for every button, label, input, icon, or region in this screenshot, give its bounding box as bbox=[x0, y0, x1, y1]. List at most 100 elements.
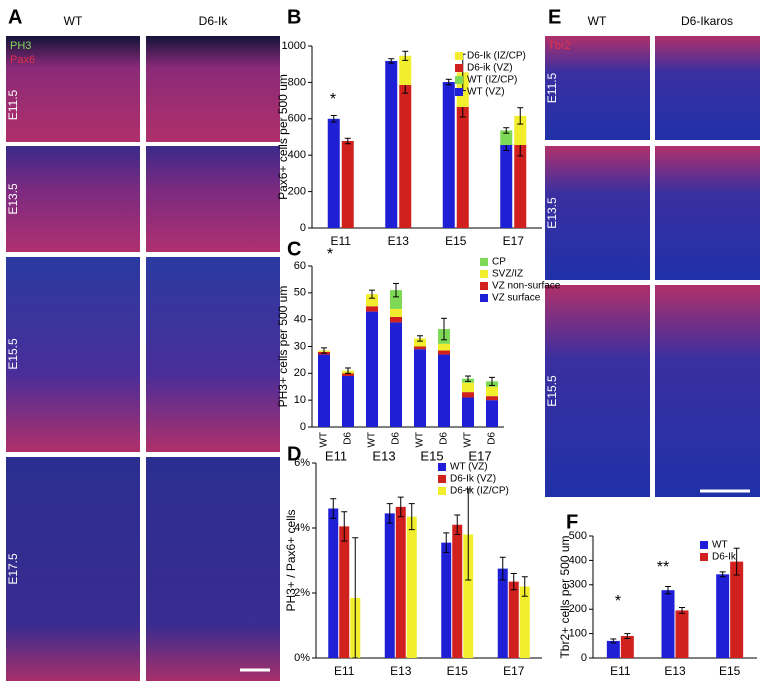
image bbox=[545, 285, 650, 497]
bar bbox=[442, 82, 455, 228]
bar bbox=[366, 306, 378, 312]
legend-label: D6-Ik (IZ/CP) bbox=[467, 51, 526, 62]
y-tick-label: 20 bbox=[294, 367, 306, 379]
x-group-label: E11 bbox=[325, 448, 347, 463]
error-bar bbox=[341, 511, 348, 542]
image bbox=[545, 36, 650, 140]
legend-swatch bbox=[480, 282, 488, 290]
y-axis-label: Tbr2+ cells per 500 um bbox=[558, 535, 572, 658]
bar bbox=[463, 534, 474, 658]
error-bar bbox=[445, 78, 452, 86]
panel-e-images bbox=[545, 36, 760, 497]
error-bar bbox=[465, 488, 472, 581]
legend-label: WT (VZ) bbox=[450, 462, 488, 473]
error-bar bbox=[733, 547, 740, 576]
error-bar bbox=[489, 376, 495, 386]
error-bar bbox=[344, 137, 351, 145]
y-tick-label: 0 bbox=[300, 421, 306, 433]
y-tick-label: 0% bbox=[294, 652, 310, 664]
bar bbox=[395, 506, 406, 658]
row-label: E11.5 bbox=[545, 72, 559, 103]
bar bbox=[390, 316, 402, 323]
legend-swatch bbox=[438, 463, 446, 471]
marker-label: Pax6 bbox=[10, 54, 35, 66]
bar bbox=[508, 581, 519, 658]
y-tick-label: 40 bbox=[294, 314, 306, 326]
legend-label: VZ non-surface bbox=[492, 281, 561, 292]
y-tick-label: 0 bbox=[300, 222, 306, 234]
bar bbox=[414, 346, 426, 350]
bar bbox=[318, 354, 330, 427]
x-group-label: E15 bbox=[420, 448, 443, 463]
bar bbox=[661, 590, 675, 658]
bar bbox=[519, 586, 530, 658]
y-tick-label: 500 bbox=[569, 530, 587, 542]
legend-label: WT (IZ/CP) bbox=[467, 75, 517, 86]
legend-label: SVZ/IZ bbox=[492, 269, 523, 280]
bar bbox=[486, 400, 498, 427]
error-bar bbox=[517, 107, 524, 125]
bar bbox=[327, 118, 340, 228]
row-label: E15.5 bbox=[6, 338, 20, 370]
bar bbox=[414, 349, 426, 427]
x-sub-label: D6 bbox=[391, 432, 402, 445]
error-bar bbox=[330, 498, 337, 519]
y-tick-label: 60 bbox=[294, 260, 306, 272]
error-bar bbox=[402, 50, 409, 61]
image bbox=[146, 257, 280, 452]
image bbox=[146, 457, 280, 681]
legend-label: D6-Ik (IZ/CP) bbox=[450, 486, 509, 497]
error-bar bbox=[345, 367, 351, 374]
image bbox=[655, 146, 760, 280]
x-tick-label: E13 bbox=[664, 664, 686, 678]
bar bbox=[384, 513, 395, 658]
y-tick-label: 4% bbox=[294, 522, 310, 534]
error-bar bbox=[499, 556, 506, 581]
bar bbox=[500, 145, 513, 228]
error-bar bbox=[665, 586, 671, 595]
legend-label: CP bbox=[492, 257, 506, 268]
panel-label: E bbox=[548, 6, 561, 28]
legend-swatch bbox=[480, 258, 488, 266]
bar bbox=[385, 60, 398, 229]
image bbox=[6, 36, 140, 142]
bar bbox=[390, 290, 402, 309]
bar bbox=[399, 55, 412, 85]
bar bbox=[406, 516, 417, 658]
bar bbox=[414, 338, 426, 347]
bar bbox=[438, 350, 450, 355]
bar bbox=[500, 130, 513, 146]
bar bbox=[730, 561, 744, 658]
bar bbox=[497, 568, 508, 658]
y-tick-label: 2% bbox=[294, 587, 310, 599]
row-label: E17.5 bbox=[6, 553, 20, 585]
image bbox=[655, 285, 760, 497]
row-label: E15.5 bbox=[545, 375, 559, 407]
panel-label: D bbox=[287, 443, 301, 465]
image bbox=[545, 146, 650, 280]
panel-label: C bbox=[287, 238, 301, 260]
x-sub-label: D6 bbox=[343, 432, 354, 445]
column-label: WT bbox=[64, 14, 83, 28]
legend-label: WT bbox=[712, 540, 728, 551]
y-tick-label: 200 bbox=[288, 186, 306, 198]
legend-swatch bbox=[455, 76, 463, 84]
marker-label: Tbr2 bbox=[548, 40, 571, 52]
bar bbox=[462, 397, 474, 427]
bar bbox=[438, 354, 450, 427]
bar bbox=[456, 106, 469, 228]
legend-swatch bbox=[438, 487, 446, 495]
bar bbox=[399, 84, 412, 228]
y-tick-label: 6% bbox=[294, 457, 310, 469]
error-bar bbox=[321, 347, 327, 354]
annotation: * bbox=[330, 91, 336, 108]
y-tick-label: 100 bbox=[569, 628, 587, 640]
row-label: E13.5 bbox=[6, 183, 20, 215]
y-tick-label: 200 bbox=[569, 603, 587, 615]
bar bbox=[716, 574, 730, 658]
y-tick-label: 10 bbox=[294, 394, 306, 406]
bar bbox=[486, 386, 498, 397]
y-axis-label: Pax6+ cells per 500 um bbox=[276, 74, 290, 200]
